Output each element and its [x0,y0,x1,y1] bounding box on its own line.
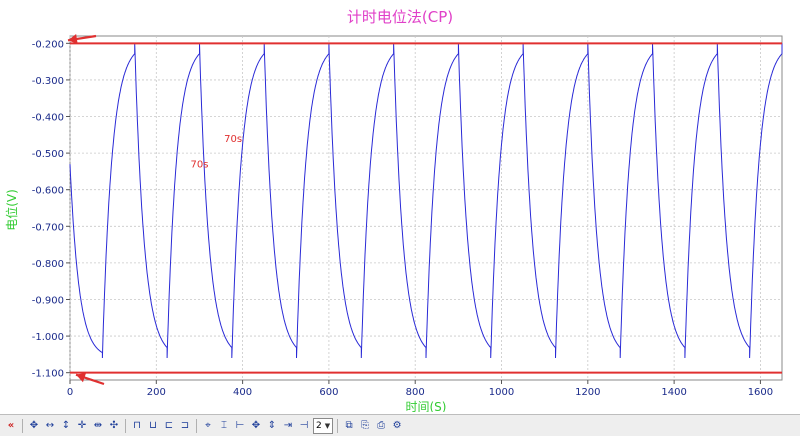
marker-icon[interactable]: ⊓ [133,419,141,431]
zoom-xy-icon[interactable]: ✛ [77,419,87,431]
annotation-label: 70s [224,134,242,145]
reference-lines [70,42,782,374]
toolbar-separator [337,418,339,433]
y-tick-label: -0.300 [32,76,64,87]
y-tick-label: -0.700 [32,222,64,233]
x-tick-label: 1600 [748,387,773,398]
step-icon[interactable]: ⇥ [283,419,293,431]
collapse-icon[interactable]: « [7,419,15,431]
x-tick-label: 400 [233,387,252,398]
x-axis: 0 200 400 600 800 1000 1200 1400 1600 [67,380,773,398]
measure-icon[interactable]: ⊏ [164,419,174,431]
series-line [69,43,783,359]
pan-icon[interactable]: ✥ [29,419,39,431]
x-tick-label: 200 [147,387,166,398]
y-tick-label: -0.500 [32,149,64,160]
x-tick-label: 1000 [489,387,514,398]
copy-icon[interactable]: ⧉ [345,419,353,431]
fit-icon[interactable]: ⇕ [267,419,277,431]
zoom-x-icon[interactable]: ↔ [45,419,55,431]
print-icon[interactable]: ⎙ [377,419,386,431]
x-axis-label: 时间(S) [406,400,447,412]
plot-area [69,35,783,381]
chart: 计时电位法(CP) -0.200 -0.300 -0.400 -0.500 -0.600… [4,8,783,412]
annotation-label: 70s [190,160,208,171]
x-tick-label: 800 [406,387,425,398]
y-tick-label: -0.200 [32,39,64,50]
marker-2-icon[interactable]: ⊔ [149,419,157,431]
settings-icon[interactable]: ⚙ [392,419,402,431]
y-tick-label: -0.400 [32,113,64,124]
range-2-icon[interactable]: ⊢ [235,419,245,431]
zoom-select[interactable]: 2 ▼ [313,417,334,434]
cursor-icon[interactable]: ✣ [109,419,119,431]
move-icon[interactable]: ✥ [251,419,261,431]
chart-title: 计时电位法(CP) [347,8,453,26]
export-icon[interactable]: ⎘ [361,419,370,431]
x-tick-label: 1200 [575,387,600,398]
x-tick-label: 600 [319,387,338,398]
arrows [67,34,105,386]
zoom-select-value: 2 [316,420,322,431]
toolbar-separator [196,418,197,433]
arrow-head [68,34,78,44]
y-tick-label: -1.100 [32,369,64,380]
y-axis: -0.200 -0.300 -0.400 -0.500 -0.600 -0.700 -0.8… [32,39,70,380]
toolbar: « ✥ ↔ ↕ ✛ ⇹ ✣ ⊓ ⊔ ⊏ ⊐ ⌖ ⌶ ⊢ ✥ ⇕ ⇥ ⊣ 2 ▼ … [0,414,800,436]
arrow-head [76,372,87,383]
toolbar-separator [125,418,126,433]
zoom-y-icon[interactable]: ↕ [61,419,71,431]
y-axis-label: 电位(V) [4,189,19,231]
scale-icon[interactable]: ⊣ [299,419,309,431]
x-tick-label: 0 [67,387,73,398]
y-tick-label: -0.600 [32,186,64,197]
toolbar-separator [22,418,23,433]
x-tick-label: 1400 [661,387,686,398]
y-tick-label: -0.900 [32,295,64,306]
shift-icon[interactable]: ⇹ [93,419,103,431]
annotations: 70s 70s [190,134,242,171]
y-tick-label: -1.000 [32,332,64,343]
chevron-down-icon: ▼ [324,421,331,430]
crosshair-icon[interactable]: ⌖ [205,419,211,431]
series-group [69,43,783,359]
range-icon[interactable]: ⌶ [221,419,227,431]
peak-icon[interactable]: ⊐ [180,419,190,431]
y-tick-label: -0.800 [32,259,64,270]
